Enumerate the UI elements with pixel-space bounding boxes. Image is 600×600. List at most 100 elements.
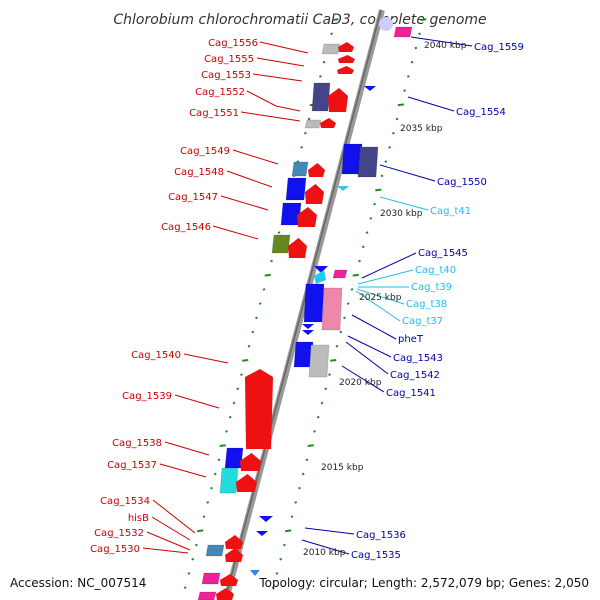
genome-summary-text: Topology: circular; Length: 2,572,079 bp… [258, 576, 589, 590]
gene-label[interactable]: Cag_1546 [161, 222, 211, 233]
leader-line [410, 36, 473, 47]
tick-mark [264, 273, 271, 277]
gene-label[interactable]: Cag_1548 [174, 167, 224, 178]
tick-mark [420, 18, 427, 21]
gene-label[interactable]: Cag_1537 [107, 460, 157, 471]
gene-label[interactable]: Cag_1549 [180, 146, 230, 157]
gene-label[interactable]: Cag_1547 [168, 192, 218, 203]
gene-feature [332, 269, 348, 279]
gene-label[interactable]: Cag_1539 [122, 391, 172, 402]
gene-label[interactable]: Cag_1553 [201, 70, 251, 81]
genome-backbone-highlight [224, 9, 382, 600]
gene-label[interactable]: hisB [128, 513, 149, 524]
gene-label[interactable]: Cag_1530 [90, 544, 140, 555]
tick-mark [228, 415, 232, 419]
tick-mark [279, 557, 283, 561]
tick-mark [258, 302, 262, 305]
leader-line [151, 516, 191, 541]
leader-line [345, 341, 389, 375]
leader-line [379, 164, 436, 182]
tick-mark [303, 131, 307, 135]
gene-feature [297, 207, 317, 227]
tick-mark [330, 32, 333, 36]
gene-feature [379, 17, 393, 31]
gene-label[interactable]: pheT [398, 334, 424, 345]
tick-mark [236, 387, 240, 391]
gene-label[interactable]: Cag_1556 [208, 38, 258, 49]
gene-feature [225, 548, 243, 562]
gene-feature [216, 588, 234, 600]
gene-label[interactable]: Cag_1554 [456, 107, 506, 118]
leader-line [259, 41, 309, 54]
tick-mark [335, 344, 339, 348]
tick-mark [247, 344, 251, 348]
leader-line [355, 290, 401, 322]
tick-mark [352, 273, 359, 277]
tick-mark [322, 60, 326, 64]
tick-mark [388, 146, 391, 149]
gene-feature [240, 453, 261, 471]
gene-feature [364, 86, 376, 91]
tick-mark [318, 75, 322, 78]
tick-mark [219, 444, 226, 447]
leader-line [146, 531, 191, 551]
gene-feature [304, 119, 322, 129]
rna-label[interactable]: Cag_t41 [430, 206, 471, 217]
rna-label[interactable]: Cag_t37 [402, 316, 443, 327]
gene-label[interactable]: Cag_1536 [356, 530, 406, 541]
gene-feature [250, 570, 260, 576]
tick-mark [210, 486, 213, 490]
tick-mark [313, 430, 316, 433]
leader-line [304, 527, 355, 535]
leader-line [356, 288, 405, 305]
gene-feature [288, 238, 307, 258]
gene-label[interactable]: Cag_1538 [112, 438, 162, 449]
leader-line [159, 463, 207, 478]
gene-label[interactable]: Cag_1540 [131, 350, 181, 361]
tick-mark [307, 117, 311, 121]
gene-feature [220, 574, 238, 586]
tick-mark [397, 103, 404, 107]
kbp-label: 2040 kbp [424, 41, 467, 51]
kbp-label: 2025 kbp [359, 293, 402, 303]
gene-feature [393, 26, 413, 38]
rna-label[interactable]: Cag_t39 [411, 282, 452, 293]
leader-line [341, 365, 385, 393]
gene-feature [308, 163, 325, 177]
rna-label[interactable]: Cag_t40 [415, 265, 456, 276]
leader-line [361, 252, 417, 279]
tick-mark [316, 415, 320, 419]
gene-label[interactable]: Cag_1532 [94, 528, 144, 539]
tick-mark [285, 529, 292, 533]
gene-feature [291, 161, 309, 177]
tick-mark [206, 501, 210, 504]
tick-mark [290, 515, 294, 518]
gene-label[interactable]: Cag_1534 [100, 496, 150, 507]
leader-line [152, 499, 196, 534]
gene-label[interactable]: Cag_1559 [474, 42, 524, 53]
gene-label[interactable]: Cag_1545 [418, 248, 468, 259]
gene-label[interactable]: Cag_1551 [189, 108, 239, 119]
tick-mark [414, 46, 418, 50]
gene-label[interactable]: Cag_1543 [393, 353, 443, 364]
leader-line [183, 353, 229, 364]
rna-label[interactable]: Cag_t38 [406, 299, 447, 310]
tick-mark [375, 188, 382, 192]
tick-mark [391, 131, 395, 135]
gene-label[interactable]: Cag_1541 [386, 388, 436, 399]
leader-line [347, 335, 392, 358]
leader-line [357, 269, 414, 285]
gene-label[interactable]: Cag_1552 [195, 87, 245, 98]
leader-line [407, 96, 455, 112]
kbp-label: 2015 kbp [321, 463, 364, 473]
gene-feature [285, 177, 307, 201]
gene-feature [303, 283, 325, 323]
gene-label[interactable]: Cag_1550 [437, 177, 487, 188]
kbp-label: 2020 kbp [339, 378, 382, 388]
gene-label[interactable]: Cag_1555 [204, 54, 254, 65]
tick-mark [183, 586, 187, 589]
tick-mark [343, 316, 346, 320]
gene-label[interactable]: Cag_1542 [390, 370, 440, 381]
gene-label[interactable]: Cag_1535 [351, 550, 401, 561]
